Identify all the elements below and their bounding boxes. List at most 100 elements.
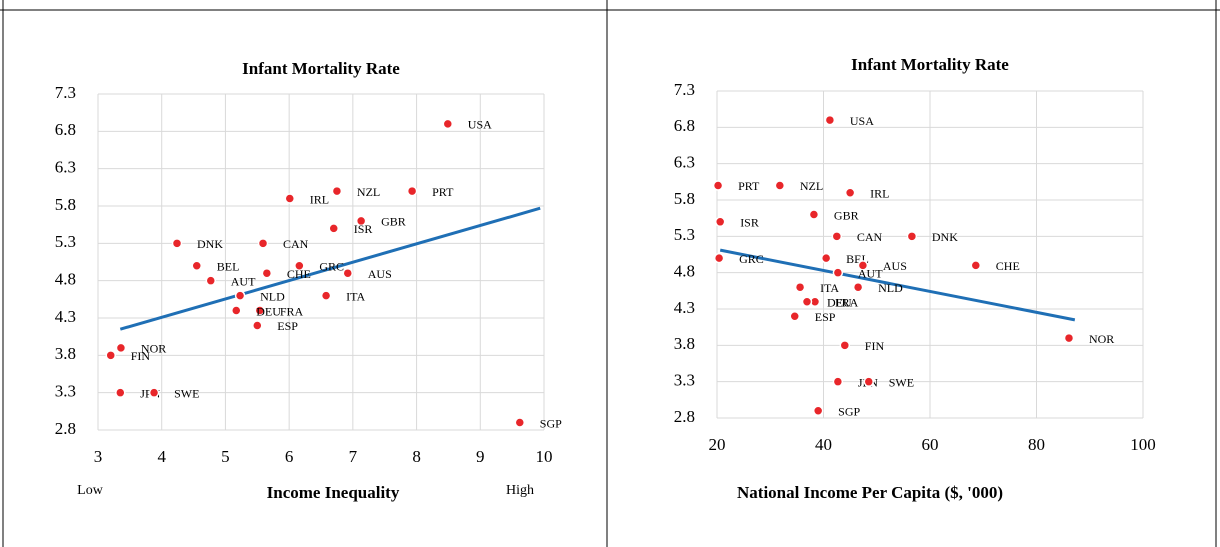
point-label: GBR: [834, 208, 859, 222]
data-point: [832, 267, 844, 278]
point-label: FIN: [865, 339, 885, 353]
point-label: DEU: [256, 304, 281, 318]
point-label: NOR: [141, 342, 166, 356]
data-point: [824, 114, 836, 126]
point-label: DEU: [827, 295, 852, 309]
y-tick-label: 5.8: [55, 195, 76, 214]
point-label: SGP: [838, 404, 860, 418]
x-tick-label: 6: [285, 447, 294, 466]
y-tick-label: 2.8: [55, 419, 76, 438]
x-tick-label: 80: [1028, 435, 1045, 454]
point-label: AUS: [368, 267, 392, 281]
y-tick-label: 4.8: [674, 262, 695, 281]
point-label: ISR: [740, 216, 759, 230]
y-tick-label: 3.3: [674, 371, 695, 390]
point-label: ITA: [346, 289, 365, 303]
point-label: NZL: [357, 185, 380, 199]
data-point: [844, 187, 856, 198]
point-label: ESP: [277, 319, 298, 333]
x-tick-label: 9: [476, 447, 485, 466]
data-point: [261, 267, 273, 279]
chart-title: Infant Mortality Rate: [242, 59, 400, 78]
point-label: ESP: [815, 310, 836, 324]
point-label: NZL: [800, 179, 823, 193]
data-point: [205, 275, 217, 286]
x-axis-title: National Income Per Capita ($, '000): [737, 483, 1003, 502]
data-point: [234, 290, 246, 301]
point-label: NLD: [878, 281, 903, 295]
trendline: [119, 206, 541, 331]
y-tick-label: 5.3: [55, 232, 76, 251]
x-tick-label: 10: [536, 447, 553, 466]
y-tick-label: 4.8: [55, 270, 76, 289]
point-label: USA: [468, 118, 492, 132]
y-tick-label: 6.8: [674, 116, 695, 135]
data-point: [712, 180, 724, 191]
data-point: [294, 260, 305, 271]
data-point: [231, 305, 242, 316]
data-point: [774, 180, 786, 191]
x-tick-label: 8: [412, 447, 421, 466]
x-tick-label: 7: [349, 447, 358, 466]
point-label: CHE: [287, 267, 311, 281]
data-point: [115, 387, 126, 398]
x-tick-label: 20: [709, 435, 726, 454]
point-label: DNK: [932, 230, 958, 244]
data-point: [355, 215, 367, 227]
y-tick-label: 5.3: [674, 225, 695, 244]
point-label: DNK: [197, 237, 223, 251]
data-point: [284, 193, 296, 204]
point-label: BEL: [217, 259, 240, 273]
y-tick-label: 4.3: [55, 307, 76, 326]
data-point: [328, 223, 339, 234]
y-tick-label: 2.8: [674, 407, 695, 426]
data-point: [808, 209, 820, 220]
data-point: [820, 252, 832, 264]
y-tick-label: 3.3: [55, 382, 76, 401]
data-point: [342, 267, 354, 279]
y-tick-label: 7.3: [55, 83, 76, 102]
data-point: [812, 405, 824, 416]
data-point: [171, 238, 183, 249]
point-label: SWE: [889, 375, 914, 389]
data-point: [801, 296, 813, 307]
annotation: Low: [77, 483, 104, 498]
y-tick-label: 6.3: [55, 158, 76, 177]
y-tick-label: 5.8: [674, 189, 695, 208]
point-label: AUT: [858, 266, 883, 280]
data-point: [406, 185, 418, 197]
y-tick-label: 3.8: [674, 334, 695, 353]
data-point: [105, 350, 116, 361]
x-tick-label: 5: [221, 447, 230, 466]
data-point: [257, 238, 269, 249]
data-point: [442, 118, 454, 130]
data-point: [115, 342, 127, 354]
x-tick-label: 100: [1130, 435, 1156, 454]
data-point: [863, 376, 875, 387]
point-label: CAN: [857, 230, 883, 244]
trendline: [719, 248, 1076, 322]
chart-title: Infant Mortality Rate: [851, 55, 1009, 74]
data-point: [148, 387, 160, 398]
point-label: CHE: [996, 259, 1020, 273]
y-tick-label: 6.8: [55, 120, 76, 139]
point-label: FIN: [131, 349, 151, 363]
data-point: [832, 376, 844, 387]
point-label: NOR: [1089, 332, 1114, 346]
data-point: [1063, 332, 1075, 344]
data-point: [254, 305, 266, 316]
x-axis-title: Income Inequality: [267, 483, 400, 502]
data-point: [857, 260, 869, 271]
data-point: [839, 340, 851, 351]
point-label: SWE: [174, 386, 199, 400]
data-point: [514, 417, 526, 428]
y-tick-label: 7.3: [674, 80, 695, 99]
point-label: FRA: [835, 295, 859, 309]
point-label: ISR: [354, 222, 373, 236]
y-tick-label: 4.3: [674, 298, 695, 317]
data-point: [906, 231, 918, 242]
point-label: SGP: [540, 416, 562, 430]
data-point: [252, 320, 263, 331]
y-tick-label: 6.3: [674, 153, 695, 172]
